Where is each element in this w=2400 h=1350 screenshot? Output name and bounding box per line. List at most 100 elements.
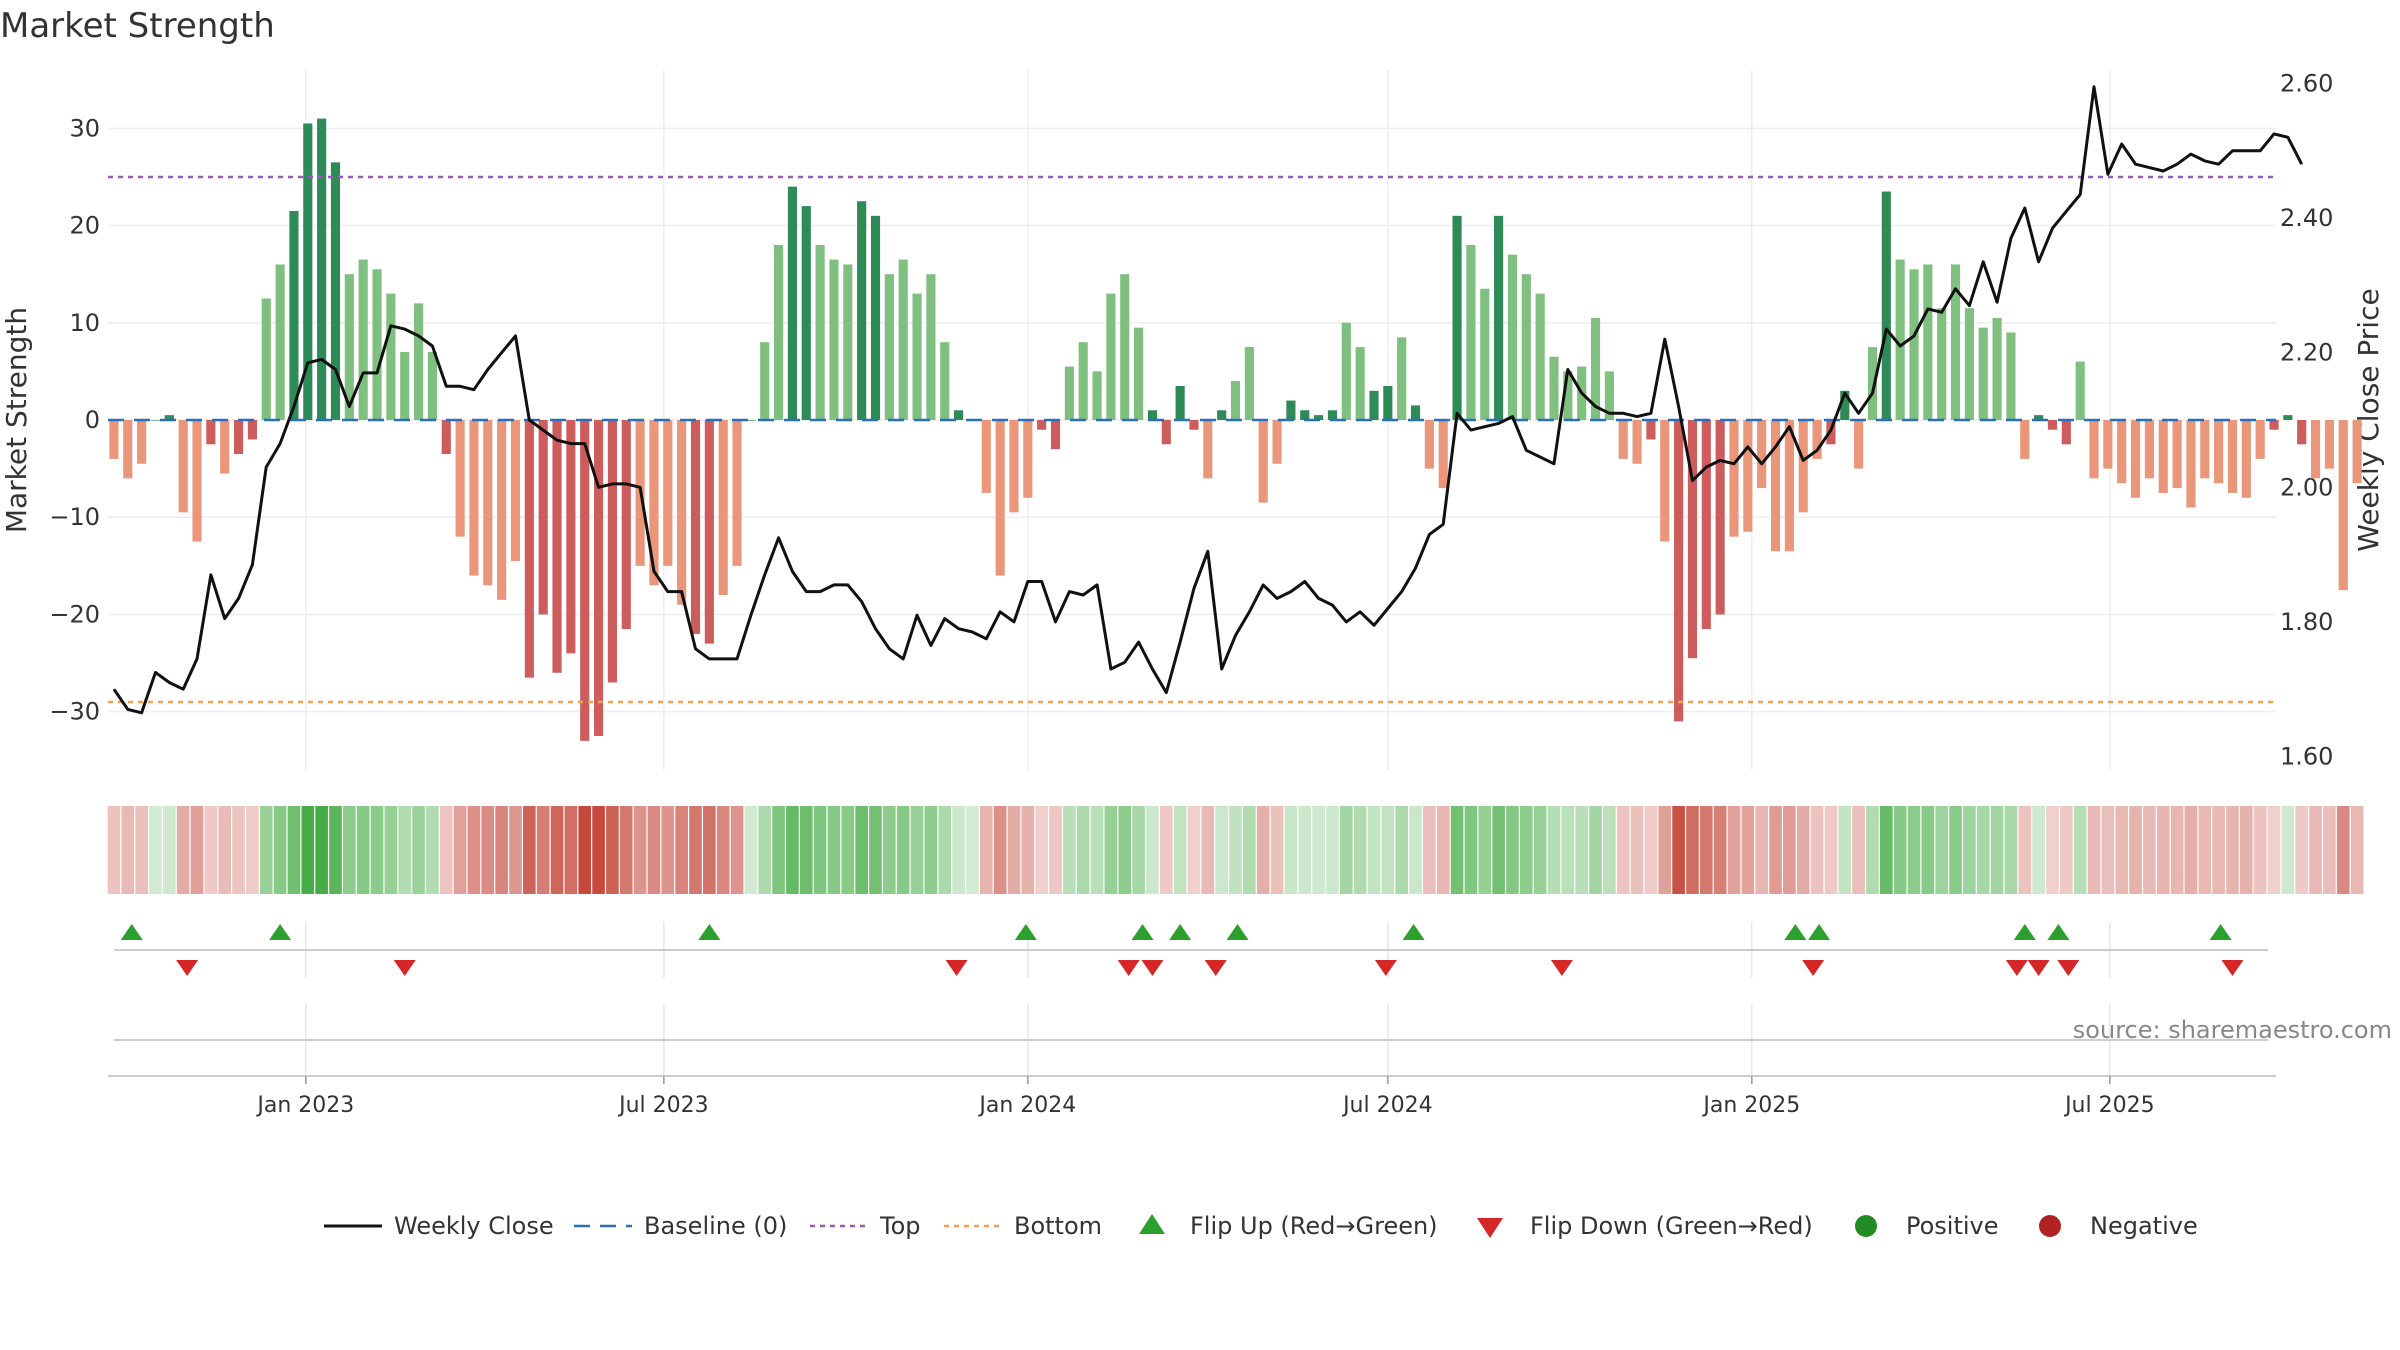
strength-bar xyxy=(593,420,604,736)
heat-strip-cell xyxy=(855,806,868,894)
strength-bar xyxy=(1937,308,1947,420)
strength-bar xyxy=(1660,420,1670,542)
heat-strip-cell xyxy=(2309,806,2322,894)
heat-strip-cell xyxy=(841,806,855,894)
strength-bar xyxy=(150,420,161,421)
strength-bar xyxy=(981,420,991,493)
heat-strip-cell xyxy=(786,806,799,894)
strength-bar xyxy=(1480,288,1490,420)
strength-bar xyxy=(1175,385,1185,420)
heat-strip-cell xyxy=(315,806,328,894)
legend-flip-up-swatch xyxy=(1139,1214,1165,1234)
heat-strip-cell xyxy=(1173,806,1187,894)
legend-positive-label: Positive xyxy=(1906,1212,1999,1240)
strength-bar xyxy=(2047,420,2058,430)
flip-up-marker xyxy=(1014,924,1037,940)
heat-strip-cell xyxy=(1935,806,1949,894)
strength-bar xyxy=(1341,322,1351,420)
strength-bar xyxy=(2297,420,2307,445)
strength-bar xyxy=(497,420,507,600)
flip-down-marker xyxy=(945,960,968,976)
heat-strip-cell xyxy=(772,806,785,894)
heat-strip-cell xyxy=(647,806,661,894)
strength-bar xyxy=(1023,420,1033,498)
heat-strip-cell xyxy=(2240,806,2253,894)
strength-bar xyxy=(206,420,216,445)
heat-strip-cell xyxy=(1118,806,1132,894)
strength-bar xyxy=(1770,420,1781,552)
strength-bar xyxy=(1217,410,1227,420)
strength-bar xyxy=(607,420,617,683)
page-title: Market Strength xyxy=(0,6,275,46)
strength-bar xyxy=(1424,420,1434,469)
strength-bar xyxy=(317,118,327,420)
heat-strip-cell xyxy=(910,806,924,894)
heat-strip-cell xyxy=(218,806,232,894)
x-tick-label: Jan 2025 xyxy=(1701,1093,1800,1118)
heat-strip-cell xyxy=(523,806,536,894)
strength-bar xyxy=(1327,410,1338,420)
strength-bar xyxy=(1840,390,1850,420)
heat-strip-cell xyxy=(564,806,578,894)
y-left-tick-label: 0 xyxy=(85,406,100,434)
heat-strip-cell xyxy=(259,806,273,894)
legend-negative-swatch xyxy=(2039,1215,2061,1237)
heat-strip-cell xyxy=(703,806,716,894)
heat-strip-cell xyxy=(2281,806,2295,894)
strength-bar xyxy=(760,342,770,420)
y-right-tick-label: 2.20 xyxy=(2280,339,2333,367)
strength-bar xyxy=(1410,405,1421,420)
heat-strip-cell xyxy=(1686,806,1699,894)
y-left-tick-label: 20 xyxy=(69,212,100,240)
strength-bar xyxy=(580,420,590,741)
heat-strip-cell xyxy=(509,806,522,894)
heat-strip-cell xyxy=(398,806,412,894)
strength-bar xyxy=(510,420,521,561)
heat-strip-cell xyxy=(1450,806,1464,894)
heat-strip-cell xyxy=(1672,806,1685,894)
legend-bottom-label: Bottom xyxy=(1014,1212,1102,1240)
strength-bar xyxy=(1078,342,1088,420)
heat-strip-cell xyxy=(1699,806,1713,894)
strength-bar xyxy=(2103,420,2113,469)
strength-bar xyxy=(663,420,673,566)
x-tick-label: Jul 2025 xyxy=(2063,1093,2155,1118)
strength-bar xyxy=(1383,385,1393,420)
heat-strip-cell xyxy=(2184,806,2198,894)
strength-bar xyxy=(649,420,659,586)
heat-strip-cell xyxy=(1132,806,1145,894)
strength-bar xyxy=(1189,420,1199,430)
strength-bar xyxy=(677,420,687,605)
heat-strip-cell xyxy=(896,806,910,894)
strength-bar xyxy=(1009,420,1019,513)
heat-strip-cell xyxy=(675,806,688,894)
heat-strip-cell xyxy=(1104,806,1118,894)
strength-bar xyxy=(815,245,825,420)
strength-bar xyxy=(1064,366,1074,420)
strength-bar xyxy=(704,420,714,644)
legend-flip-down-label: Flip Down (Green→Red) xyxy=(1530,1212,1813,1240)
heat-strip-cell xyxy=(1256,806,1270,894)
heat-strip-cell xyxy=(1949,806,1962,894)
strength-bar xyxy=(1147,410,1158,420)
heat-strip-cell xyxy=(1284,806,1298,894)
heat-strip-cell xyxy=(606,806,619,894)
strength-bar xyxy=(2227,420,2238,493)
heat-strip-cell xyxy=(1229,806,1242,894)
strength-bar xyxy=(774,245,784,420)
heat-strip-cell xyxy=(2226,806,2239,894)
flip-up-marker xyxy=(698,924,721,940)
strength-bar xyxy=(2255,420,2265,459)
flip-up-marker xyxy=(1169,924,1192,940)
heat-strip-cell xyxy=(1146,806,1159,894)
heat-strip-cell xyxy=(2323,806,2336,894)
strength-bar xyxy=(400,351,410,420)
heat-strip-cell xyxy=(1201,806,1215,894)
heat-strip-cell xyxy=(1353,806,1367,894)
heat-strip-cell xyxy=(1630,806,1644,894)
strength-bar xyxy=(1092,371,1102,420)
strength-bar xyxy=(303,123,313,420)
strength-bar xyxy=(1452,215,1462,420)
strength-bar xyxy=(344,274,354,420)
heat-strip-cell xyxy=(370,806,384,894)
